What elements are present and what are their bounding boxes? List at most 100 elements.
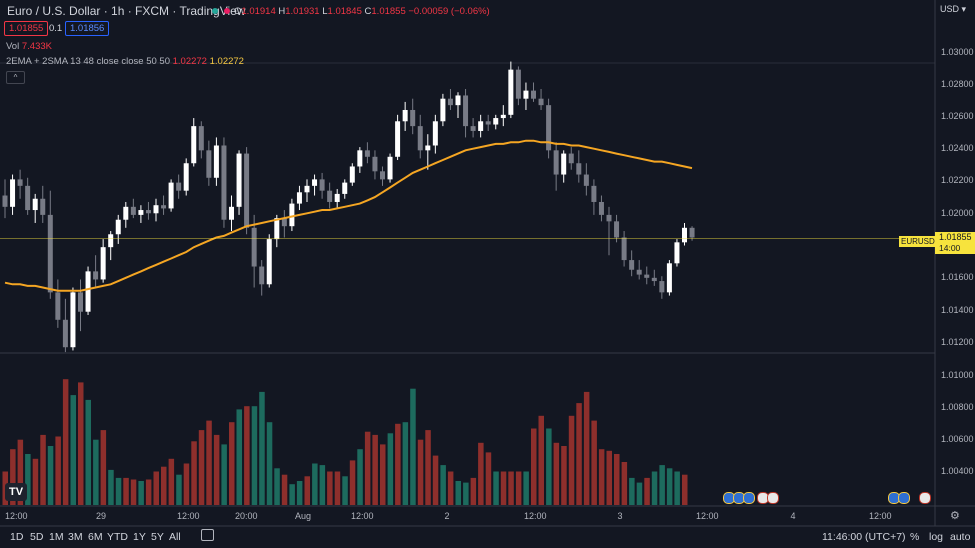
candle-body (161, 205, 167, 209)
price-axis-label: 1.02200 (941, 175, 974, 185)
buy-price-button[interactable]: 1.01856 (65, 21, 110, 36)
volume-bar (636, 482, 643, 505)
volume-bar (666, 468, 673, 505)
candle-body (32, 198, 38, 211)
sell-price-button[interactable]: 1.01855 (4, 21, 49, 36)
candle-body (78, 292, 83, 312)
candle (636, 260, 642, 280)
price-axis-label: 1.01600 (941, 272, 974, 282)
volume-bar (296, 481, 303, 505)
volume-bar (651, 471, 658, 505)
range-button-5y[interactable]: 5Y (151, 531, 164, 543)
candle (304, 179, 310, 202)
candle (425, 134, 431, 170)
range-button-3m[interactable]: 3M (68, 531, 83, 543)
candle-body (500, 114, 506, 119)
volume-bar (478, 442, 484, 505)
volume-bar (440, 465, 446, 505)
candle (463, 89, 469, 138)
candle (161, 195, 167, 215)
ema-line (4, 139, 693, 292)
volume-bar (281, 474, 288, 505)
volume-bar (115, 477, 122, 505)
candle-body (229, 206, 234, 220)
candle-body (364, 150, 370, 157)
candle (515, 66, 521, 106)
candle (546, 98, 552, 159)
candle (485, 114, 491, 131)
candle (402, 101, 408, 131)
indicator-label: 2EMA + 2SMA 13 48 close close 50 50 (6, 56, 170, 67)
time-axis-label: 12:00 (177, 511, 200, 521)
volume-bar (259, 391, 265, 505)
candle (447, 89, 453, 110)
eu-flag-event-icon[interactable] (743, 492, 755, 504)
candle (78, 279, 83, 332)
candle (674, 239, 680, 267)
volume-bar (402, 422, 409, 505)
indicator-value-1: 1.02272 (172, 56, 207, 67)
candle-body (402, 109, 408, 122)
volume-bar (629, 477, 635, 505)
range-button-1d[interactable]: 1D (10, 531, 24, 543)
eu-flag-event-icon[interactable] (898, 492, 910, 504)
candle (40, 185, 46, 223)
volume-bar (251, 406, 258, 505)
candle (327, 182, 333, 209)
range-button-ytd[interactable]: YTD (107, 531, 128, 543)
volume-bar (274, 468, 280, 505)
candle (372, 150, 378, 180)
candle (176, 174, 182, 199)
last-price-tag: EURUSD 1.01855 14:00 (899, 232, 975, 255)
price-axis-label: 1.02400 (941, 143, 974, 153)
candle-body (598, 201, 604, 215)
candle (32, 193, 38, 223)
candle (259, 260, 265, 296)
volume-bar (470, 477, 477, 505)
candle (17, 169, 23, 199)
clock[interactable]: 11:46:00 (UTC+7) (822, 531, 906, 543)
candle (213, 137, 219, 186)
candle (108, 231, 114, 261)
volume-bar (130, 479, 137, 505)
us-flag-event-icon[interactable] (767, 492, 779, 504)
collapse-legend-button[interactable]: ^ (6, 71, 25, 84)
range-button-5d[interactable]: 5D (30, 531, 44, 543)
candle-body (478, 121, 484, 131)
candle (62, 298, 68, 353)
range-button-6m[interactable]: 6M (88, 531, 103, 543)
volume-bar (304, 476, 310, 505)
range-button-all[interactable]: All (169, 531, 181, 543)
volume-bar (161, 466, 167, 505)
candle (478, 114, 484, 138)
candle (251, 214, 257, 288)
percent-toggle[interactable]: % (910, 531, 920, 543)
currency-selector[interactable]: USD ▾ (940, 4, 966, 15)
candle-body (621, 237, 627, 261)
volume-bar (659, 465, 665, 505)
volume-bar (644, 477, 650, 505)
range-button-1m[interactable]: 1M (49, 531, 64, 543)
calendar-icon[interactable] (201, 529, 214, 541)
volume-bar (515, 471, 522, 505)
candle-body (93, 271, 99, 280)
candle (432, 114, 438, 154)
settings-gear-icon[interactable]: ⚙ (950, 510, 960, 522)
candle-body (651, 277, 657, 282)
candle-body (304, 185, 310, 193)
volume-bar (425, 430, 431, 505)
candle-body (319, 179, 325, 191)
price-axis-label: 1.00600 (941, 434, 974, 444)
volume-value: 7.433K (21, 41, 52, 52)
us-flag-event-icon[interactable] (919, 492, 931, 504)
volume-bar (221, 444, 227, 505)
log-toggle[interactable]: log (929, 531, 944, 543)
chevron-down-icon: ▾ (961, 4, 967, 14)
range-button-1y[interactable]: 1Y (133, 531, 146, 543)
indicator-legend[interactable]: 2EMA + 2SMA 13 48 close close 50 50 1.02… (6, 56, 244, 67)
price-tag-box: 1.01855 14:00 (935, 232, 975, 255)
candle-body (591, 185, 597, 202)
auto-toggle[interactable]: auto (950, 531, 971, 543)
candle (244, 147, 250, 235)
